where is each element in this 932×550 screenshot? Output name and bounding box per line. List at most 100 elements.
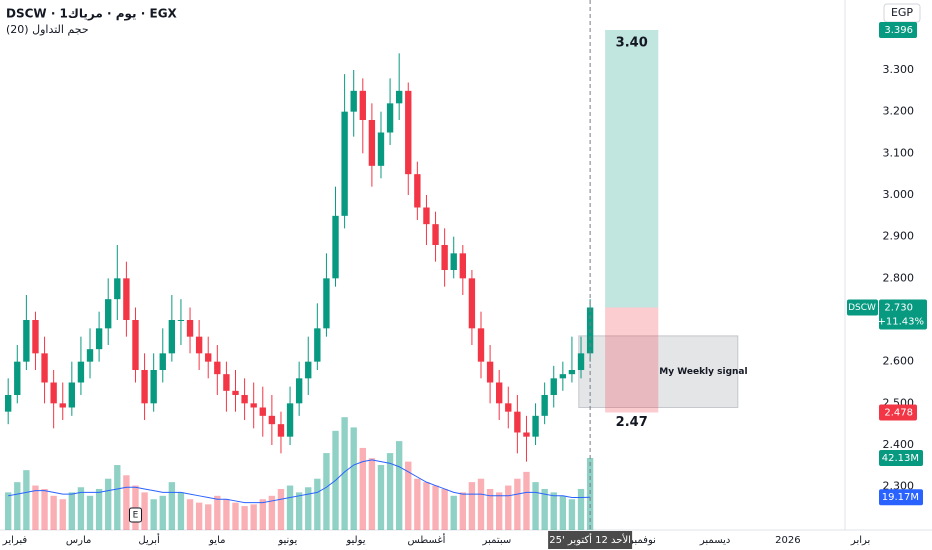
candle-body (496, 382, 503, 404)
volume-bar (141, 492, 148, 530)
volume-bar (268, 495, 276, 530)
candle-body (568, 370, 576, 375)
candle-body (505, 403, 512, 412)
volume-bar (486, 488, 494, 530)
x-tick-label: يونيو (277, 535, 297, 546)
crosshair-label-box (548, 531, 633, 549)
candle-body (295, 378, 303, 404)
candle-body (223, 374, 230, 391)
volume-bar (432, 485, 439, 530)
volume-bar (250, 504, 257, 530)
candle-body (286, 403, 294, 437)
x-tick-label: فبراير (2, 535, 28, 546)
x-tick-label: ديسمبر (699, 535, 730, 546)
crosshair-label: الأحد 12 أكتوبر '25 (549, 533, 631, 546)
x-tick-label: مايو (208, 535, 225, 546)
candle-body (550, 378, 557, 395)
target-tag-box (879, 22, 917, 38)
volume-bar (477, 478, 485, 530)
volume-bar (105, 478, 112, 530)
x-tick-label: أبريل (138, 533, 160, 546)
volume-ma-line (8, 459, 591, 504)
candle-body (177, 320, 185, 321)
candle-body (405, 90, 412, 175)
candle-body (123, 278, 130, 320)
volume-tag: 42.13M (882, 453, 919, 464)
y-tick-label: 2.900 (883, 230, 915, 243)
change: +11.43% (877, 317, 924, 328)
candle-body (368, 120, 376, 166)
volume-bar (41, 488, 48, 530)
volume-bar (450, 495, 457, 530)
volume-bar (405, 461, 412, 530)
volume-bar (95, 488, 103, 530)
candle-body (14, 361, 21, 395)
candle-body (459, 253, 466, 279)
volume-bar (386, 453, 394, 530)
candle-body (486, 361, 494, 383)
volume-bar (295, 492, 303, 530)
volume-bar (414, 478, 421, 530)
x-tick-label: مارس (66, 535, 91, 546)
candle-body (168, 320, 176, 354)
chart-title: DSCW · 1يوم · مرياك · EGX (6, 7, 178, 22)
volume-bar (523, 471, 530, 530)
currency[interactable]: EGP (891, 6, 913, 19)
volume-bar (305, 487, 312, 530)
volume-bar (277, 488, 285, 530)
candle-body (141, 370, 148, 404)
candle-body (577, 353, 585, 370)
volume-bar (350, 427, 357, 530)
candle-body (541, 395, 548, 416)
volume-bar (395, 441, 403, 530)
candle-body (159, 353, 166, 370)
signal-box (578, 335, 739, 409)
y-tick-label: 3.200 (883, 105, 915, 118)
volume-bar (377, 465, 385, 530)
volume-bar (423, 482, 430, 530)
candle-body (68, 382, 76, 408)
candle-body (59, 403, 66, 408)
candle-body (323, 278, 330, 329)
chart-subtitle: حجم التداول (20) (6, 23, 89, 36)
candle-body (132, 320, 139, 370)
volume-bar (577, 488, 585, 530)
stop-tag-box (879, 404, 917, 421)
candle-body (532, 415, 539, 437)
x-tick-label: برابر (850, 535, 870, 546)
volume-bar (223, 499, 230, 530)
candle-body (214, 361, 221, 375)
volume-bar (168, 482, 176, 530)
x-tick-label: أغسطس (408, 533, 446, 546)
volume-bar (50, 495, 57, 530)
candle-body (150, 370, 157, 404)
volume-bar (323, 453, 330, 530)
candle-body (41, 353, 48, 383)
candle-body (259, 407, 266, 416)
y-tick-label: 2.600 (883, 355, 915, 368)
stop-tag: 2.478 (884, 408, 913, 419)
volume-ma-tag: 19.17M (882, 492, 919, 503)
volume-bar (368, 458, 376, 530)
volume-bar (532, 482, 539, 530)
candle-body (341, 111, 348, 216)
volume-bar (559, 495, 567, 530)
volume-bar (59, 499, 66, 530)
volume-bar (77, 487, 85, 530)
y-tick-label: 3.000 (883, 188, 915, 201)
volume-ma-tag-box (879, 489, 923, 506)
candle-body (377, 132, 385, 166)
volume-bar (341, 417, 348, 530)
volume-bar (441, 488, 448, 530)
candle-body (414, 174, 421, 208)
signal-label: My Weekly signal (659, 367, 747, 377)
y-tick-label: 2.800 (883, 271, 915, 284)
volume-bar (514, 478, 521, 530)
candle-body (305, 361, 312, 379)
event-marker-box (128, 507, 142, 523)
volume-bar (359, 447, 366, 530)
candle-body (205, 353, 212, 362)
x-tick-label: 2026 (775, 535, 800, 546)
candle-body (559, 374, 567, 379)
volume-bar (32, 485, 39, 530)
